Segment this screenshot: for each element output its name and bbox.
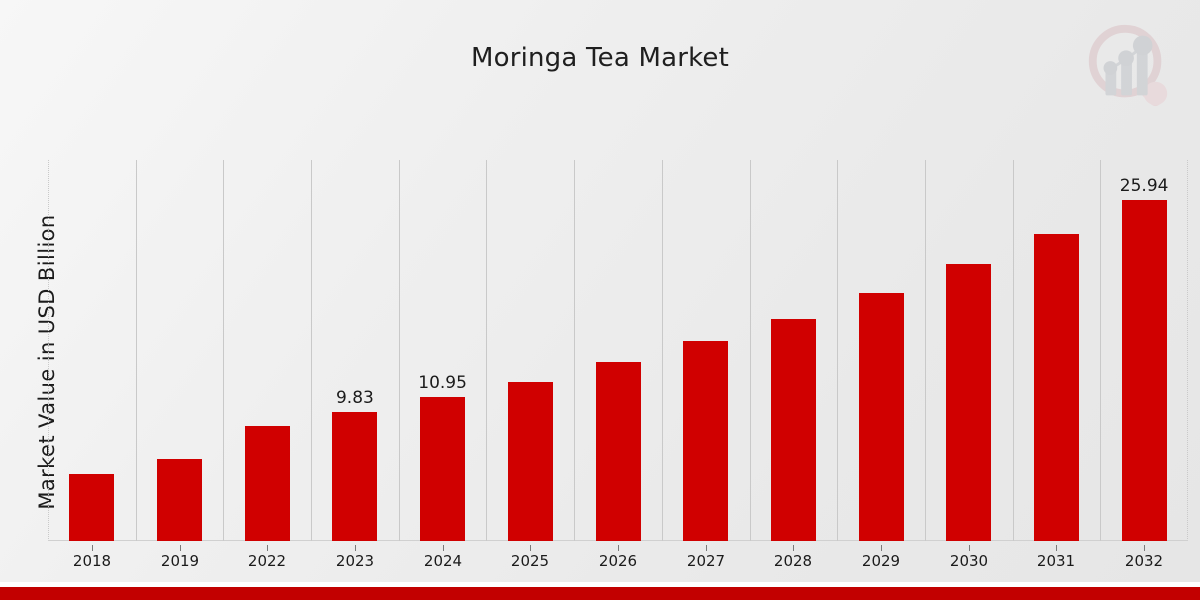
x-tick-label: 2023: [335, 552, 375, 570]
bar[interactable]: [595, 362, 641, 541]
bar-group[interactable]: 10.95: [418, 160, 467, 541]
bar[interactable]: [69, 474, 115, 541]
gridline: [750, 160, 751, 541]
x-tick-mark: [92, 545, 93, 551]
bar-value-label: 9.83: [335, 388, 374, 408]
x-tick-label: 2031: [1036, 552, 1076, 570]
x-tick-mark: [969, 545, 970, 551]
x-tick-label: 2024: [423, 552, 463, 570]
bar-group[interactable]: 25.94: [1119, 160, 1169, 541]
bar-group[interactable]: [157, 160, 203, 541]
x-tick-label: 2025: [510, 552, 550, 570]
bar[interactable]: [157, 459, 203, 541]
gridlines: [48, 160, 1188, 541]
gridline: [136, 160, 137, 541]
plot-area: [48, 160, 1188, 541]
bar-group[interactable]: [595, 160, 641, 541]
x-tick-label: 2022: [247, 552, 287, 570]
bar[interactable]: [683, 341, 729, 541]
chart-title: Moringa Tea Market: [470, 43, 730, 73]
gridline: [311, 160, 312, 541]
x-tick-mark: [355, 545, 356, 551]
brand-logo: [1080, 18, 1178, 116]
footer-gap: [0, 582, 1200, 587]
bar-group[interactable]: [683, 160, 729, 541]
bar[interactable]: [420, 397, 466, 541]
magnifying-glass-bar-chart-icon: [1088, 24, 1168, 107]
x-tick-mark: [180, 545, 181, 551]
x-tick-mark: [881, 545, 882, 551]
bar-group[interactable]: [69, 160, 115, 541]
gridline: [837, 160, 838, 541]
x-tick-label: 2032: [1124, 552, 1164, 570]
bar[interactable]: [244, 426, 290, 541]
bar-group[interactable]: [507, 160, 553, 541]
gridline: [662, 160, 663, 541]
bar[interactable]: [770, 319, 816, 541]
bar[interactable]: [1121, 200, 1167, 541]
gridline: [574, 160, 575, 541]
bar[interactable]: [858, 293, 904, 541]
x-tick-mark: [267, 545, 268, 551]
x-tick-label: 2027: [686, 552, 726, 570]
x-tick-label: 2029: [861, 552, 901, 570]
x-tick-mark: [793, 545, 794, 551]
x-tick-label: 2019: [160, 552, 200, 570]
x-tick-mark: [1144, 545, 1145, 551]
bar-group[interactable]: [946, 160, 992, 541]
x-tick-label: 2026: [598, 552, 638, 570]
gridline: [486, 160, 487, 541]
bar-group[interactable]: [858, 160, 904, 541]
x-tick-label: 2030: [949, 552, 989, 570]
bar[interactable]: [1033, 234, 1079, 541]
bar-group[interactable]: [1033, 160, 1079, 541]
bar[interactable]: [507, 382, 553, 541]
bar-value-label: 25.94: [1119, 176, 1169, 196]
gridline: [1013, 160, 1014, 541]
bar-group[interactable]: [770, 160, 816, 541]
bar-group[interactable]: [244, 160, 290, 541]
footer-accent-stripe: [0, 587, 1200, 600]
gridline: [925, 160, 926, 541]
x-tick-mark: [530, 545, 531, 551]
x-tick-mark: [1056, 545, 1057, 551]
bar[interactable]: [332, 412, 378, 541]
gridline: [223, 160, 224, 541]
bar-group[interactable]: 9.83: [332, 160, 378, 541]
x-axis-labels: 2018 2019 2022 2023 2024 2025 2026 2027 2028 2029…: [48, 545, 1188, 571]
bar-value-label: 10.95: [418, 373, 467, 393]
gridline: [1100, 160, 1101, 541]
x-tick-mark: [706, 545, 707, 551]
x-tick-mark: [618, 545, 619, 551]
x-tick-mark: [443, 545, 444, 551]
x-tick-label: 2018: [72, 552, 112, 570]
bars-layer: 9.83 10.95 25.94: [48, 160, 1188, 541]
bar[interactable]: [946, 264, 992, 541]
gridline: [399, 160, 400, 541]
x-tick-label: 2028: [773, 552, 813, 570]
